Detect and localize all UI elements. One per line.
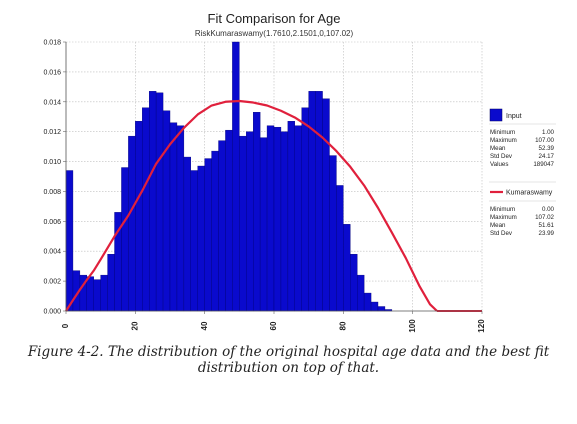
histogram-bar [190, 170, 198, 312]
y-tick-label: 0.012 [43, 129, 61, 136]
legend-stat-label: Maximum [490, 137, 517, 144]
legend-stat-value: 24.17 [539, 153, 555, 160]
y-tick-label: 0.004 [43, 249, 61, 256]
histogram-bar [350, 254, 358, 312]
histogram-bar [176, 125, 185, 312]
y-tick-label: 0.016 [43, 69, 61, 76]
legend: Input Minimum 1.00 Maximum 107.00 Mean 52.39 S… [489, 108, 556, 237]
figure-caption: Figure 4-2. The distribution of the orig… [27, 344, 550, 376]
histogram-bar [121, 167, 129, 312]
legend-stat-value: 107.02 [535, 214, 554, 221]
legend-stat-value: 51.61 [539, 222, 555, 229]
histogram-bar [100, 274, 108, 312]
histogram-bar [322, 98, 330, 312]
legend-fit-stats: Minimum 0.00 Maximum 107.02 Mean 51.61 Std Dev… [490, 206, 555, 237]
histogram-bar [301, 107, 309, 312]
histogram-bar [252, 112, 261, 312]
histogram-bar [336, 185, 344, 312]
histogram-bar [162, 110, 171, 312]
x-tick-label: 0 [61, 323, 70, 328]
legend-stat-value: 23.99 [539, 230, 555, 237]
histogram-bar [128, 135, 136, 312]
legend-stat-label: Minimum [490, 206, 515, 213]
histogram-bar [135, 121, 143, 312]
legend-fit-label: Kumaraswamy [506, 190, 553, 197]
histogram-bar [315, 91, 323, 312]
histogram-bar [343, 224, 351, 312]
histogram-bar [183, 156, 192, 312]
legend-stat-label: Maximum [490, 214, 517, 221]
legend-stat-label: Std Dev [490, 153, 513, 160]
histogram-bar [225, 129, 233, 312]
legend-stat-label: Std Dev [490, 230, 513, 237]
y-axis-ticks: 0.000 0.002 0.004 0.006 0.008 0.010 0.012 0.014… [43, 40, 66, 316]
legend-stat-label: Mean [490, 145, 506, 152]
legend-input-label: Input [506, 113, 522, 120]
histogram-bar [142, 107, 150, 312]
histogram-bar [218, 140, 226, 312]
y-tick-label: 0.008 [43, 189, 61, 196]
x-tick-label: 40 [200, 321, 209, 330]
y-tick-label: 0.018 [43, 40, 61, 47]
fit-comparison-chart: Fit Comparison for Age RiskKumaraswamy(1… [43, 11, 556, 333]
histogram-bar [246, 131, 254, 312]
histogram-bar [211, 150, 219, 312]
legend-stat-value: 189047 [533, 161, 554, 168]
histogram-bar [239, 135, 247, 312]
histogram-bar [155, 92, 164, 312]
legend-input-swatch [489, 108, 503, 122]
histogram-bar [266, 125, 275, 312]
chart-subtitle: RiskKumaraswamy(1.7610,2.1501,0,107.02) [195, 29, 354, 38]
y-tick-label: 0.002 [43, 279, 61, 286]
histogram-bar [169, 122, 178, 312]
legend-stat-value: 52.39 [539, 145, 555, 152]
histogram-bar [294, 125, 302, 312]
fit-curve-line [65, 99, 438, 312]
legend-stat-label: Minimum [490, 129, 515, 136]
histogram-bar [357, 274, 365, 312]
histogram-bar [363, 292, 372, 312]
histogram-bar [280, 131, 289, 312]
x-tick-label: 20 [130, 321, 139, 330]
legend-stat-value: 0.00 [542, 206, 555, 213]
x-tick-label: 60 [269, 321, 278, 330]
legend-input-stats: Minimum 1.00 Maximum 107.00 Mean 52.39 Std Dev… [490, 129, 555, 168]
histogram-bar [259, 137, 268, 312]
x-axis-ticks: 0 20 40 60 80 100 120 [61, 311, 486, 333]
legend-stat-label: Mean [490, 222, 506, 229]
chart-title: Fit Comparison for Age [208, 11, 341, 26]
legend-stat-value: 1.00 [542, 129, 555, 136]
histogram-bar [86, 276, 94, 312]
x-tick-label: 120 [477, 319, 486, 333]
y-tick-label: 0.006 [43, 219, 61, 226]
histogram-bar [287, 121, 296, 312]
histogram-bar [197, 165, 205, 312]
histogram-bar [93, 279, 101, 312]
y-tick-label: 0.010 [43, 159, 61, 166]
histogram-bar [273, 126, 282, 312]
x-tick-label: 80 [338, 321, 347, 330]
histogram-bar [65, 170, 74, 312]
histogram-bar [204, 158, 212, 312]
histogram-bars [65, 41, 393, 312]
histogram-bar [308, 91, 316, 312]
histogram-bar [107, 254, 115, 312]
histogram-bar [148, 91, 157, 312]
x-tick-label: 100 [408, 319, 417, 333]
legend-stat-value: 107.00 [535, 137, 554, 144]
histogram-bar [329, 155, 337, 312]
y-tick-label: 0.014 [43, 99, 61, 106]
histogram-bar [377, 306, 386, 312]
legend-stat-label: Values [490, 161, 508, 168]
y-tick-label: 0.000 [43, 309, 61, 316]
histogram-bar [232, 41, 240, 312]
histogram-bar [370, 301, 379, 312]
